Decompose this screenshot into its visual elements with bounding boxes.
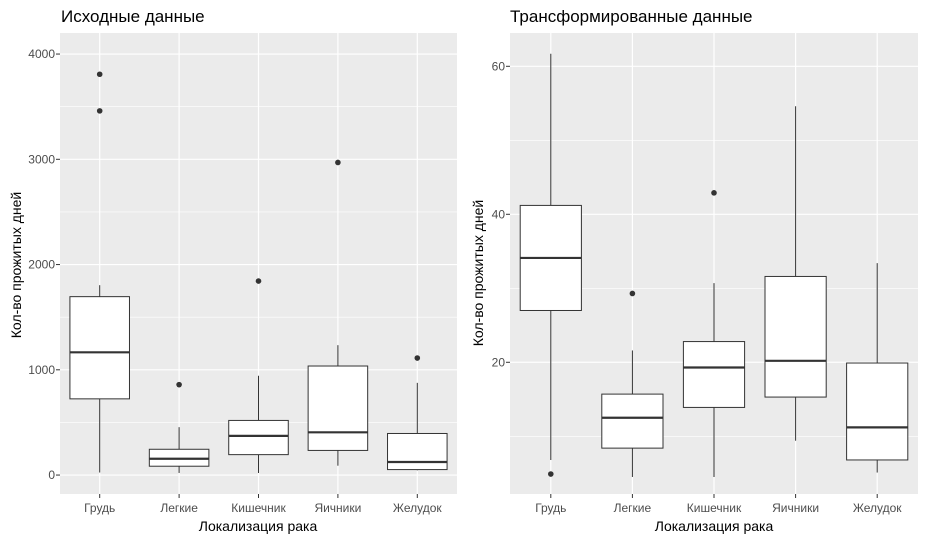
box-iqr xyxy=(228,419,289,456)
y-tick-label: 4000 xyxy=(28,47,55,61)
box-1 xyxy=(519,53,582,477)
x-tick-label: Грудь xyxy=(84,501,115,515)
y-tick-label: 40 xyxy=(492,207,506,221)
chart-title-original: Исходные данные xyxy=(61,7,205,26)
x-tick-label: Кишечник xyxy=(231,501,286,515)
y-tick-label: 20 xyxy=(492,355,506,369)
box-2 xyxy=(148,381,210,473)
outlier-point xyxy=(96,71,103,78)
box-iqr xyxy=(387,432,448,471)
box-4 xyxy=(764,106,827,441)
y-tick-label: 1000 xyxy=(28,363,55,377)
box-5 xyxy=(387,355,448,471)
box-iqr xyxy=(69,296,130,400)
box-1 xyxy=(69,71,130,473)
box-3 xyxy=(682,190,746,477)
outlier-point xyxy=(335,159,341,166)
box-5 xyxy=(846,263,909,473)
y-tick-label: 3000 xyxy=(28,152,55,166)
box-iqr xyxy=(682,341,746,408)
y-tick-label: 0 xyxy=(48,468,55,482)
x-tick-label: Желудок xyxy=(853,501,902,515)
x-tick-label: Яичники xyxy=(772,501,819,515)
outlier-point xyxy=(629,290,636,297)
outlier-point xyxy=(414,355,421,361)
x-tick-label: Желудок xyxy=(393,501,442,515)
box-3 xyxy=(228,278,289,473)
x-tick-label: Легкие xyxy=(614,501,652,515)
y-axis-title-original: Кол-во прожитых дней xyxy=(8,192,24,338)
box-2 xyxy=(601,290,664,477)
x-tick-label: Кишечник xyxy=(687,501,742,515)
outlier-point xyxy=(548,471,554,477)
outlier-point xyxy=(96,108,103,114)
outlier-point xyxy=(176,381,182,388)
outlier-point xyxy=(255,278,262,284)
chart-original: Исходные данные 0 1000 2000 3000 4000 Грудь Ле… xyxy=(8,7,457,534)
y-tick-label: 60 xyxy=(492,59,506,73)
x-axis-title-transformed: Локализация рака xyxy=(655,518,774,534)
y-tick-label: 2000 xyxy=(28,258,55,272)
box-4 xyxy=(307,159,369,466)
outlier-point xyxy=(711,190,717,196)
plot-panel-original: 0 1000 2000 3000 4000 Грудь Легкие Кишечник Яичн… xyxy=(28,33,457,515)
chart-title-transformed: Трансформированные данные xyxy=(510,7,753,26)
x-tick-label: Грудь xyxy=(535,501,566,515)
x-tick-label: Яичники xyxy=(314,501,361,515)
y-axis-title-transformed: Кол-во прожитых дней xyxy=(470,200,486,346)
box-iqr xyxy=(307,365,369,451)
box-iqr xyxy=(601,393,664,449)
x-tick-label: Легкие xyxy=(160,501,198,515)
box-iqr xyxy=(764,275,827,398)
x-axis-title-original: Локализация рака xyxy=(199,518,318,534)
box-iqr xyxy=(846,362,909,461)
plot-panel-transformed: 20 40 60 Грудь Легкие Кишечник Яичники Желудок xyxy=(492,33,918,515)
chart-transformed: Трансформированные данные 20 40 60 Грудь Лег… xyxy=(470,7,918,534)
